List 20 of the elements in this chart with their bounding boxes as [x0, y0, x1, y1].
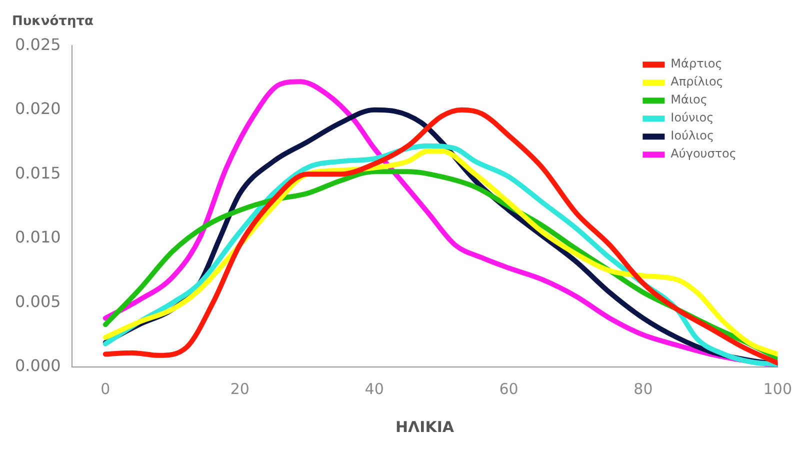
- y-tick-label: 0.010: [14, 228, 61, 247]
- x-tick-label: 20: [230, 380, 250, 398]
- legend-label: Ιούνιος: [670, 110, 714, 125]
- x-tick-label: 100: [763, 380, 792, 398]
- x-tick-label: 80: [634, 380, 653, 398]
- legend-label: Αύγουστος: [670, 146, 736, 161]
- y-tick-label: 0.025: [14, 34, 61, 54]
- x-axis-title: ΗΛΙΚΙΑ: [395, 418, 454, 436]
- y-tick-label: 0.020: [14, 99, 61, 118]
- y-tick-label: 0.000: [14, 356, 61, 376]
- y-tick-label: 0.015: [14, 163, 61, 182]
- legend-label: Ιούλιος: [670, 128, 714, 143]
- y-axis-title: Πυκνότητα: [12, 14, 94, 30]
- legend-label: Απρίλιος: [670, 74, 724, 89]
- legend-label: Μάρτιος: [670, 56, 722, 71]
- x-tick-label: 60: [499, 380, 518, 398]
- x-tick-label: 40: [364, 380, 384, 398]
- legend-label: Μάιος: [670, 92, 708, 107]
- y-tick-label: 0.005: [14, 292, 61, 311]
- x-tick-label: 0: [100, 380, 110, 398]
